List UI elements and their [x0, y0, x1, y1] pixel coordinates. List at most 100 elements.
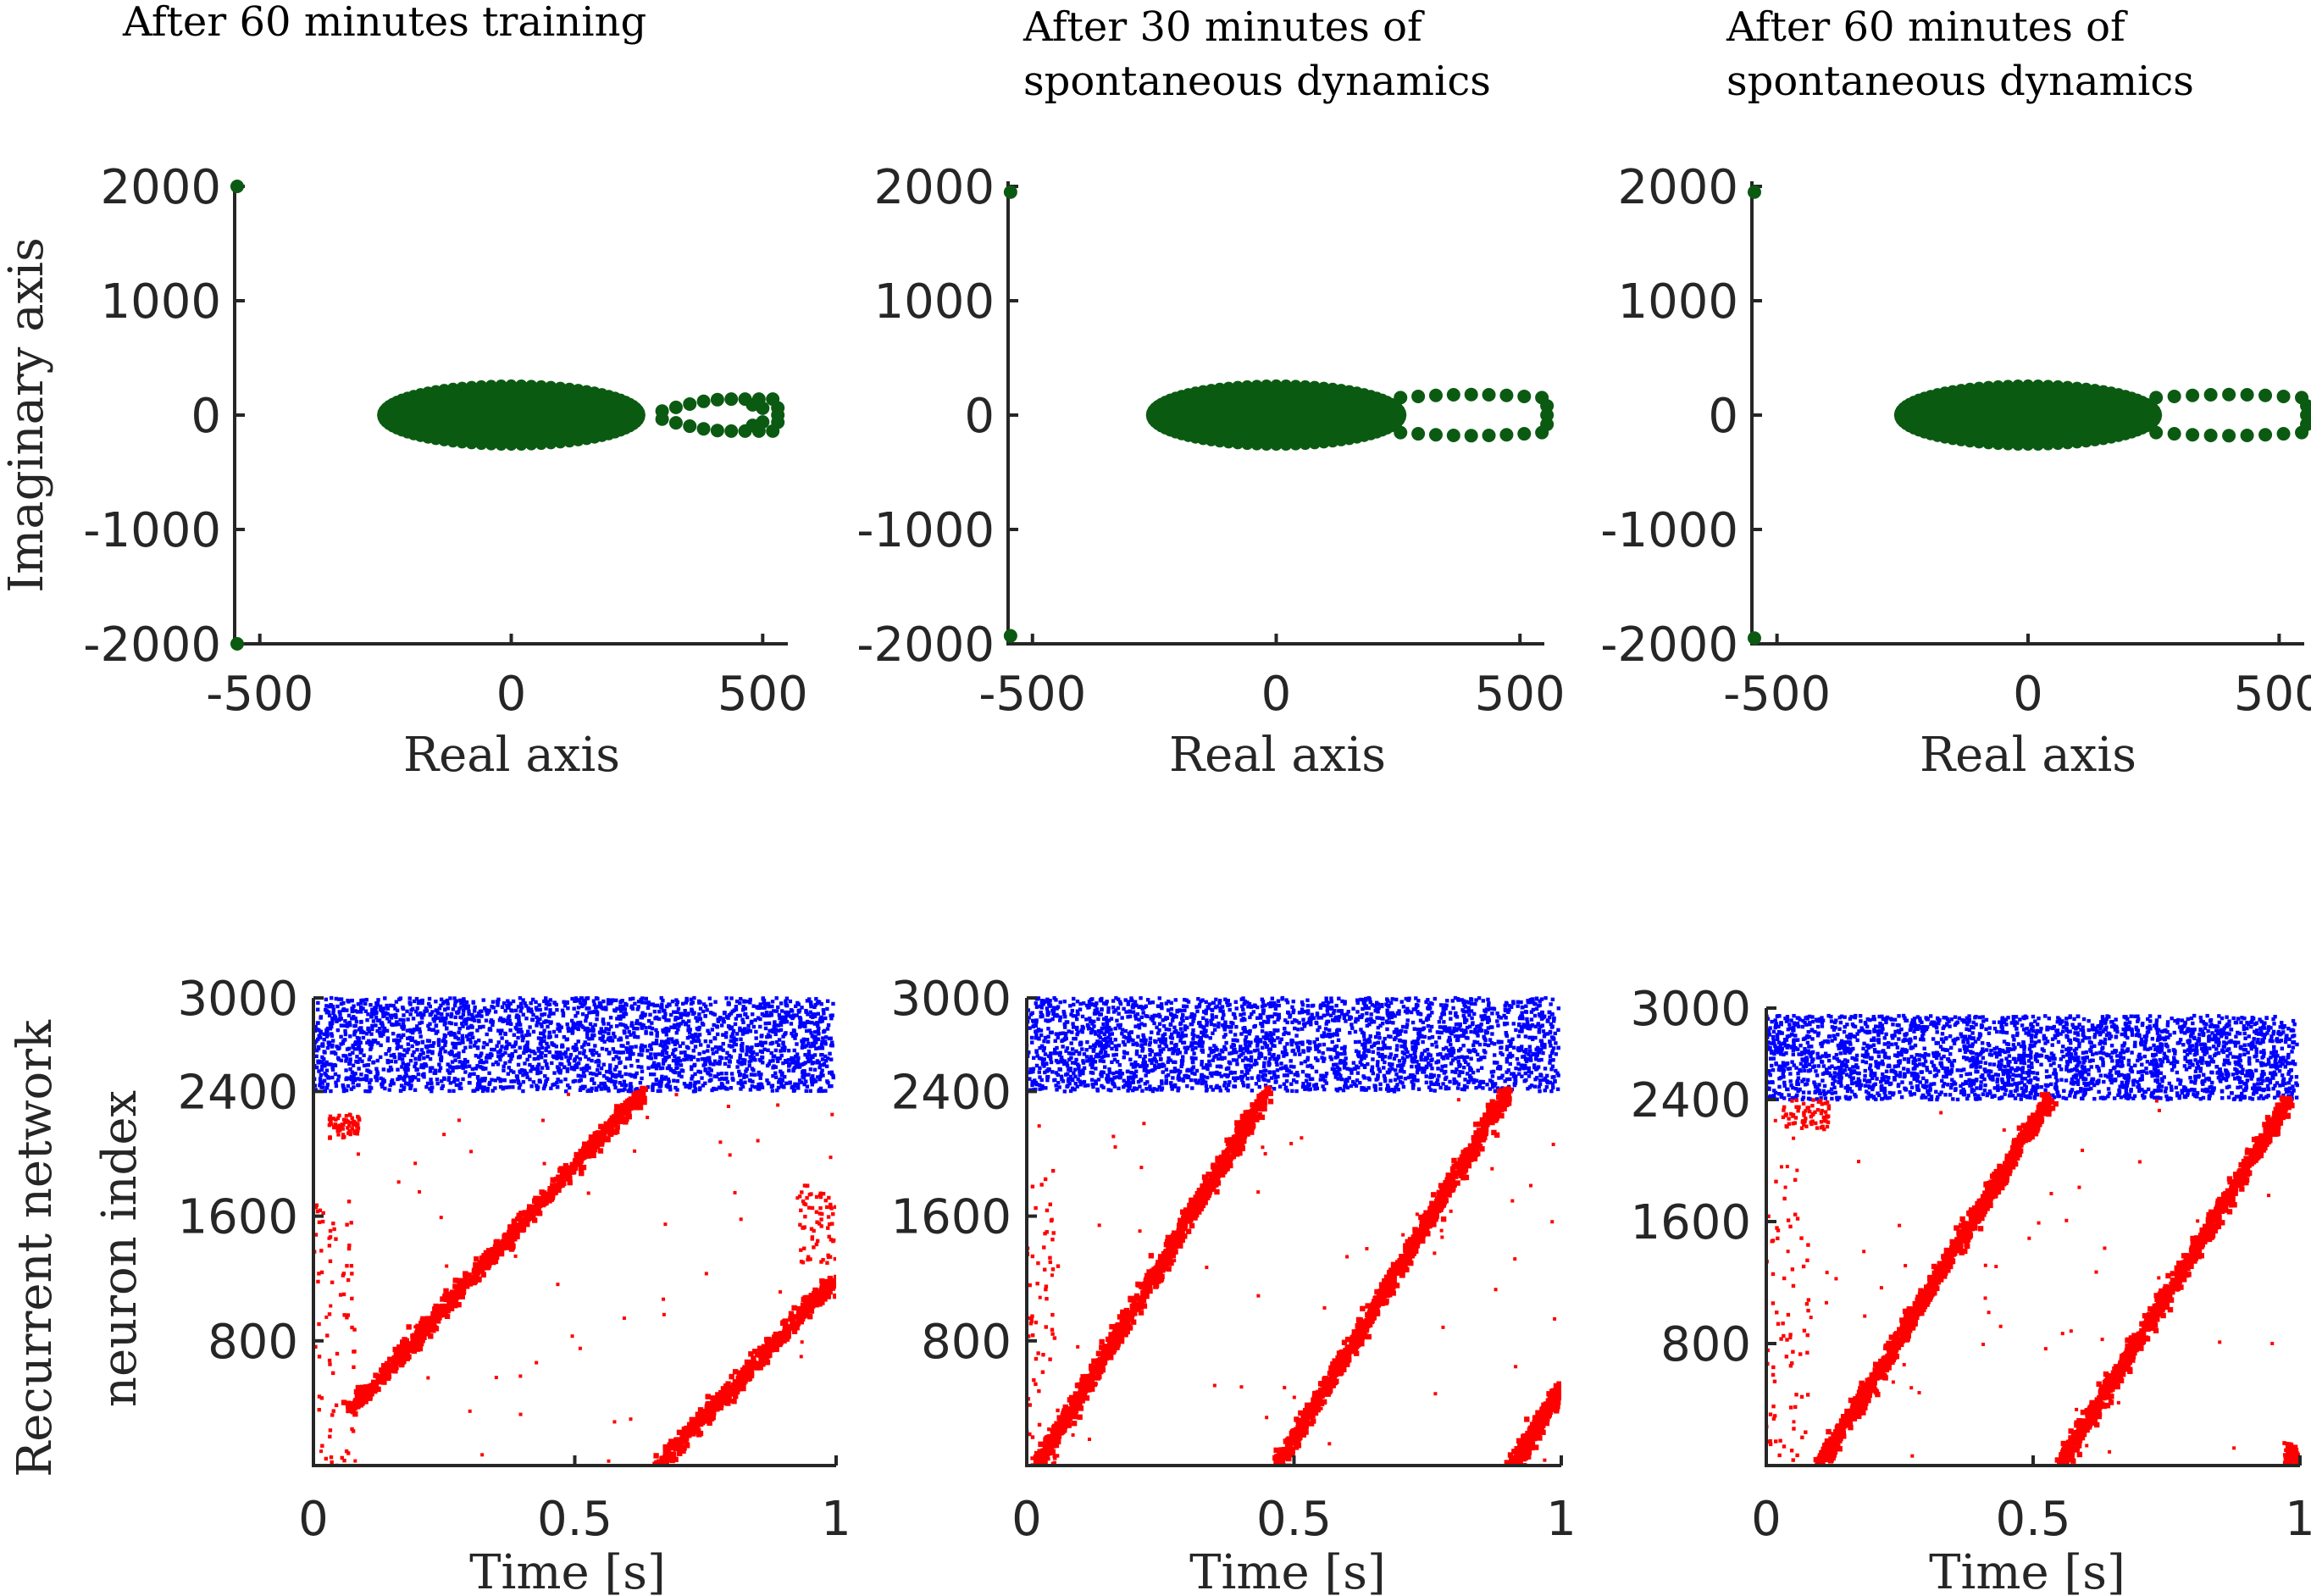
spike-dot	[1116, 1023, 1121, 1028]
spike-dot	[623, 1083, 628, 1088]
spike-dot	[609, 1024, 613, 1029]
spike-dot	[355, 1124, 359, 1128]
spike-dot	[727, 1059, 732, 1063]
spike-dot	[502, 1001, 507, 1006]
eigenvalue-point	[2149, 425, 2164, 440]
spike-dot	[774, 1009, 779, 1013]
spike-dot	[724, 1031, 729, 1035]
spike-dot	[635, 1093, 642, 1099]
spike-dot	[528, 1077, 532, 1082]
spike-dot	[508, 1233, 515, 1239]
spike-dot	[825, 999, 830, 1003]
spike-dot	[746, 1028, 751, 1032]
spike-dot	[1373, 1034, 1378, 1039]
spike-dot	[525, 1040, 529, 1045]
spike-dot	[1402, 1058, 1407, 1062]
spike-dot	[396, 1034, 401, 1039]
spike-dot	[804, 1079, 808, 1083]
spike-dot	[782, 1074, 787, 1079]
spike-dot	[352, 1015, 356, 1019]
spike-dot	[1376, 1010, 1380, 1014]
spike-dot	[1552, 1019, 1556, 1023]
spike-dot	[1277, 1040, 1283, 1045]
spike-dot	[316, 1000, 320, 1006]
spike-dot	[764, 1359, 771, 1366]
spike-dot	[452, 1079, 457, 1084]
spike-dot	[544, 1019, 548, 1023]
spike-dot	[371, 1060, 376, 1065]
spike-dot	[813, 1079, 818, 1083]
spike-dot	[745, 1074, 749, 1078]
spike-dot	[1528, 1049, 1532, 1053]
y-tick-label: 3000	[177, 972, 298, 1027]
spike-dot	[353, 1009, 357, 1013]
spike-dot	[680, 1448, 686, 1454]
spike-dot	[809, 1004, 813, 1009]
spike-dot	[727, 1064, 731, 1068]
spike-dot	[481, 1045, 485, 1050]
spike-dot	[809, 1192, 813, 1196]
spike-dot	[347, 1243, 352, 1248]
spike-dot	[592, 1081, 596, 1085]
spike-dot	[453, 1290, 459, 1297]
spike-dot	[719, 1056, 724, 1061]
spike-dot	[761, 1061, 765, 1065]
spike-dot	[521, 998, 525, 1002]
spike-dot	[646, 1116, 650, 1120]
spike-dot	[779, 1001, 784, 1006]
spike-dot	[1455, 1067, 1459, 1072]
spike-dot	[361, 1006, 365, 1011]
spike-dot	[674, 1039, 679, 1043]
spike-dot	[806, 1012, 810, 1017]
spike-dot	[660, 1050, 665, 1054]
spike-dot	[374, 1078, 380, 1083]
spike-dot	[657, 1081, 662, 1085]
spike-dot	[379, 1021, 384, 1025]
y-tick-label: 2000	[873, 160, 995, 215]
spike-dot	[609, 1001, 613, 1006]
spike-dot	[1282, 1082, 1287, 1086]
spike-dot	[825, 1288, 832, 1294]
spike-dot	[356, 1002, 361, 1006]
spike-dot	[580, 1045, 585, 1050]
spike-dot	[704, 1004, 708, 1009]
spike-dot	[385, 1036, 391, 1040]
spike-dot	[352, 1365, 356, 1370]
spike-dot	[696, 1028, 701, 1032]
spike-dot	[701, 1002, 707, 1006]
spike-dot	[385, 1060, 391, 1065]
spike-dot	[547, 1050, 551, 1055]
eigenvalue-point	[2031, 380, 2044, 392]
eigenvalue-point	[1517, 427, 1532, 441]
spike-dot	[510, 1051, 514, 1056]
spike-dot	[729, 1086, 734, 1090]
spike-dot	[784, 1019, 790, 1024]
spike-dot	[408, 1058, 413, 1063]
spike-dot	[526, 1009, 531, 1013]
spike-dot	[585, 1032, 590, 1036]
spike-dot	[457, 1006, 462, 1011]
spike-dot	[347, 1022, 352, 1027]
spike-dot	[672, 1078, 676, 1083]
spike-dot	[796, 1305, 802, 1312]
spike-dot	[546, 1024, 550, 1029]
spike-dot	[673, 1042, 677, 1047]
spike-dot	[368, 1081, 372, 1085]
spike-dot	[629, 1063, 634, 1068]
spike-dot	[550, 1061, 554, 1066]
spike-dot	[796, 1009, 801, 1013]
spike-dot	[763, 1040, 768, 1045]
spike-dot	[481, 1024, 485, 1029]
spike-dot	[812, 1044, 817, 1048]
spike-dot	[673, 1438, 680, 1444]
spike-dot	[675, 1444, 682, 1451]
spike-dot	[787, 1068, 791, 1072]
y-axis-label: neuron index	[92, 1090, 147, 1407]
spike-dot	[562, 1034, 567, 1039]
spike-dot	[488, 1056, 492, 1060]
spike-dot	[1454, 1011, 1458, 1016]
spike-dot	[624, 1003, 629, 1007]
spike-dot	[693, 1072, 697, 1077]
spike-dot	[700, 1076, 704, 1080]
